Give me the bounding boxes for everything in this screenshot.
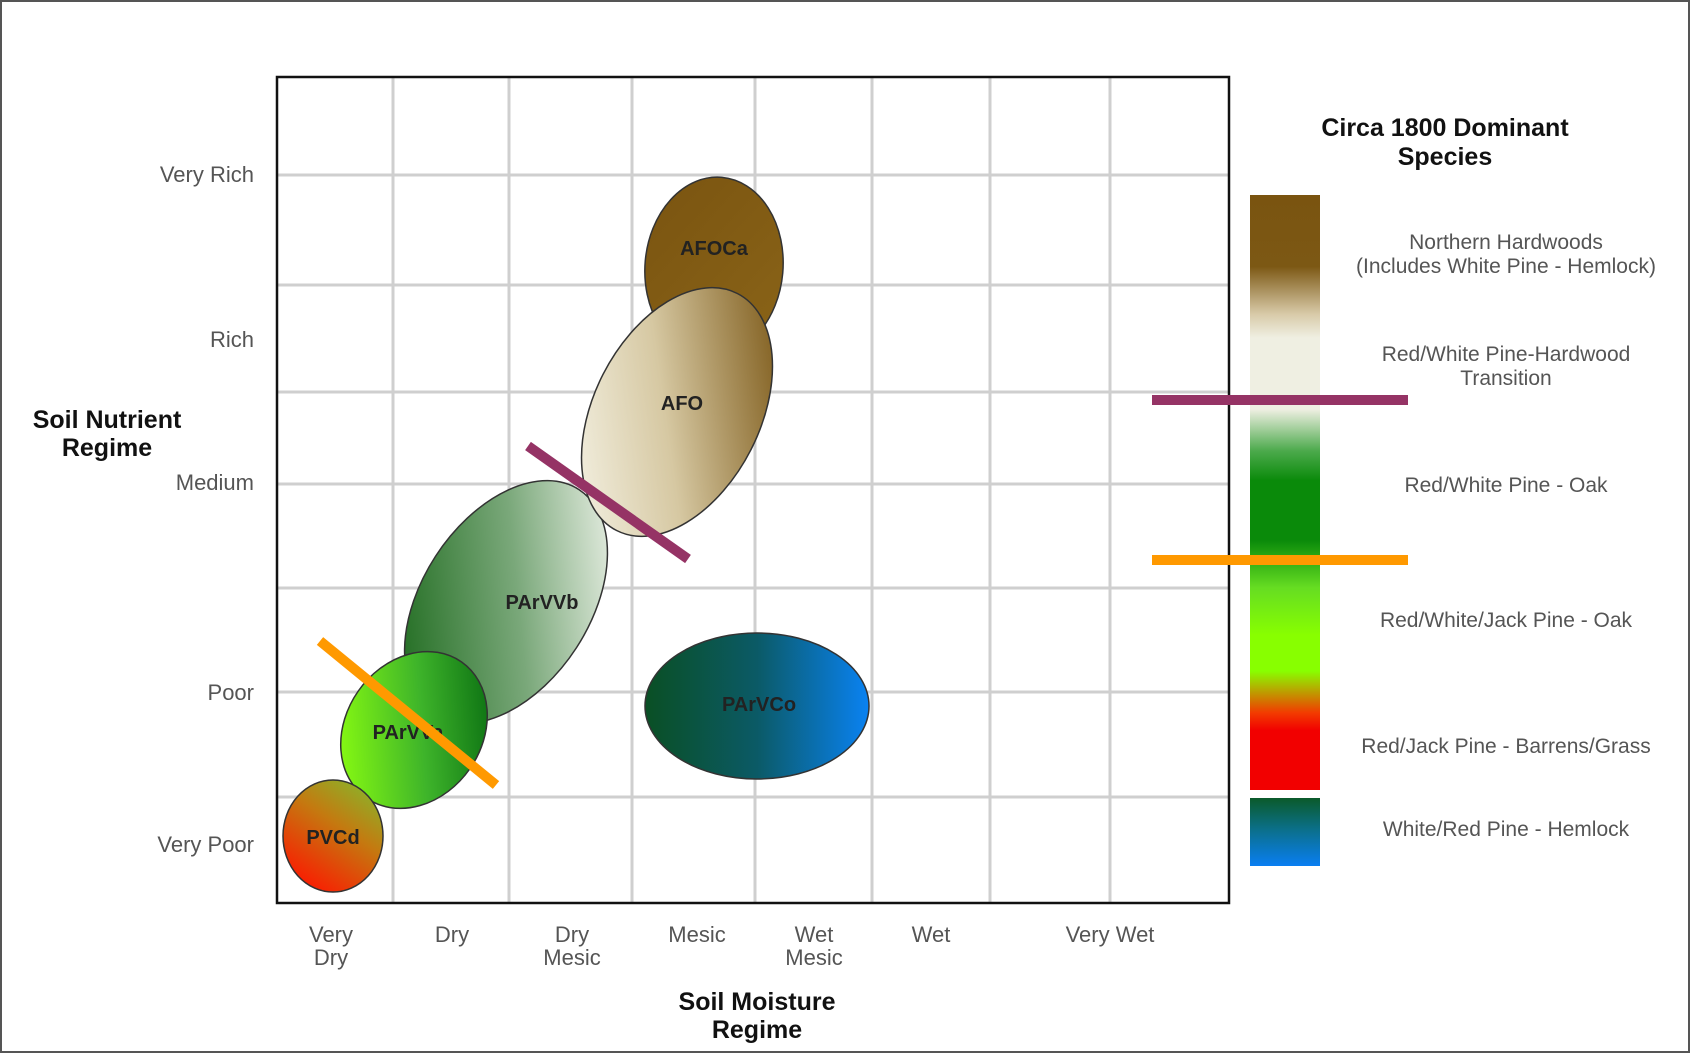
legend-title-line: Species bbox=[1398, 143, 1493, 171]
x-tick-label: Mesic bbox=[668, 922, 725, 947]
zone-afo-ellipse bbox=[580, 286, 774, 538]
y-axis-ticks: Very Rich Rich Medium Poor Very Poor bbox=[157, 162, 254, 857]
orange-boundary-marker bbox=[316, 637, 500, 789]
y-tick-label: Very Rich bbox=[160, 162, 254, 187]
x-axis-title-line: Soil Moisture bbox=[679, 988, 836, 1016]
y-tick-label: Medium bbox=[176, 470, 254, 495]
y-tick-label: Very Poor bbox=[157, 832, 254, 857]
y-axis-title-line: Regime bbox=[62, 434, 152, 462]
plot-frame bbox=[275, 75, 1231, 905]
legend-entry-label: Red/White Pine - Oak bbox=[1404, 474, 1608, 497]
legend-entry-label: (Includes White Pine - Hemlock) bbox=[1356, 255, 1656, 278]
zone-ellipses bbox=[282, 176, 870, 893]
x-axis-title-line: Regime bbox=[712, 1016, 802, 1044]
zone-label: PArVCo bbox=[722, 694, 796, 716]
y-axis-title-line: Soil Nutrient bbox=[33, 406, 182, 434]
legend-entry-label: Northern Hardwoods bbox=[1409, 231, 1603, 254]
legend: Circa 1800 Dominant Species Northern Har… bbox=[1152, 114, 1656, 866]
y-tick-label: Poor bbox=[208, 680, 254, 705]
zone-label: AFO bbox=[661, 393, 703, 415]
zone-label: PArVVb bbox=[506, 592, 579, 614]
legend-entry-label: Red/White/Jack Pine - Oak bbox=[1380, 609, 1633, 632]
y-tick-label: Rich bbox=[210, 327, 254, 352]
y-axis-title: Soil Nutrient Regime bbox=[33, 406, 182, 462]
x-tick-label: Dry bbox=[314, 945, 348, 970]
x-tick-label: Wet bbox=[912, 922, 951, 947]
zone-pvcd-ellipse bbox=[282, 779, 384, 893]
legend-title-line: Circa 1800 Dominant bbox=[1321, 114, 1569, 142]
zone-parvco-ellipse bbox=[644, 632, 870, 780]
x-tick-label: Mesic bbox=[785, 945, 842, 970]
zone-label: AFOCa bbox=[680, 238, 749, 260]
x-tick-label: Very bbox=[309, 922, 353, 947]
legend-color-swatch-hemlock bbox=[1250, 798, 1320, 866]
legend-entry-label: White/Red Pine - Hemlock bbox=[1383, 818, 1630, 841]
legend-entry-label: Transition bbox=[1460, 367, 1551, 390]
x-tick-label: Dry bbox=[435, 922, 469, 947]
x-tick-label: Very Wet bbox=[1066, 922, 1155, 947]
x-tick-label: Dry bbox=[555, 922, 589, 947]
x-tick-label: Mesic bbox=[543, 945, 600, 970]
legend-entry-label: Red/White Pine-Hardwood bbox=[1382, 343, 1631, 366]
x-axis-ticks: Very Dry Dry Dry Mesic Mesic Wet Mesic W… bbox=[309, 922, 1154, 970]
x-axis-title: Soil Moisture Regime bbox=[679, 988, 836, 1044]
purple-boundary-marker bbox=[525, 441, 691, 564]
zone-label: PVCd bbox=[306, 827, 359, 849]
legend-color-ramp bbox=[1250, 195, 1320, 790]
x-tick-label: Wet bbox=[795, 922, 834, 947]
legend-entry-label: Red/Jack Pine - Barrens/Grass bbox=[1361, 735, 1650, 758]
